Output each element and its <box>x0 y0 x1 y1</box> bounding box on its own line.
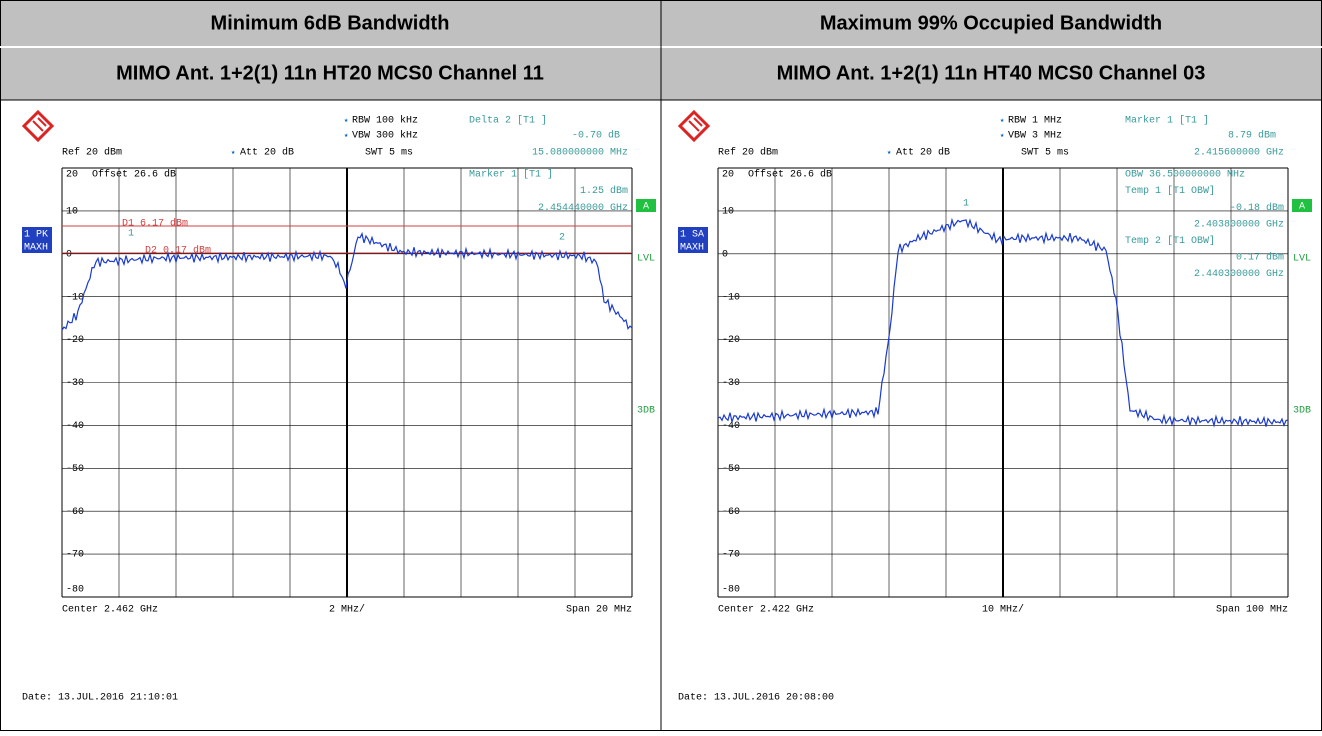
marker-number: 1 <box>963 199 969 210</box>
y-label: -20 <box>722 335 740 346</box>
trace-label: 1 PK <box>24 230 48 241</box>
logo-inner <box>32 117 47 132</box>
marker-info: 1.25 dBm <box>580 185 628 197</box>
trace <box>717 217 1289 428</box>
y-label: -50 <box>722 464 740 475</box>
subheader: MIMO Ant. 1+2(1) 11n HT20 MCS0 Channel 1… <box>116 62 544 84</box>
trace-mode: MAXH <box>680 243 704 254</box>
star: ⋆ <box>230 149 236 160</box>
vbw: VBW 300 kHz <box>352 130 418 142</box>
div: 2 MHz/ <box>329 604 365 616</box>
y-label: 20 <box>66 170 78 181</box>
3db: 3DB <box>1293 406 1311 417</box>
date: Date: 13.JUL.2016 21:10:01 <box>22 693 178 704</box>
trace-box <box>678 227 708 253</box>
span: Span 100 MHz <box>1216 605 1288 616</box>
header: Minimum 6dB Bandwidth <box>211 12 450 34</box>
a-box <box>636 199 656 212</box>
y-label: -30 <box>66 378 84 389</box>
marker-freq: 15.080000000 MHz <box>532 148 628 159</box>
rbw: RBW 100 kHz <box>352 115 418 127</box>
marker-value: 8.79 dBm <box>1228 130 1276 142</box>
a-label: A <box>643 202 649 213</box>
swt: SWT 5 ms <box>1021 148 1069 159</box>
y-label: 0 <box>722 249 728 260</box>
marker-info: Temp 1 [T1 OBW] <box>1125 185 1215 197</box>
star: ⋆ <box>343 117 349 128</box>
date: Date: 13.JUL.2016 20:08:00 <box>678 693 834 704</box>
vbw: VBW 3 MHz <box>1008 131 1062 142</box>
lvl: LVL <box>1293 254 1311 265</box>
y-label: 0 <box>66 249 72 260</box>
att: Att 20 dB <box>240 147 294 159</box>
marker-info: 2.440300000 GHz <box>1194 269 1284 280</box>
att: Att 20 dB <box>896 147 950 159</box>
y-label: -20 <box>66 335 84 346</box>
offset: Offset 26.6 dB <box>748 169 832 181</box>
y-label: -10 <box>66 292 84 303</box>
trace <box>61 231 633 331</box>
ref: Ref 20 dBm <box>718 147 778 159</box>
offset: Offset 26.6 dB <box>92 169 176 181</box>
star: ⋆ <box>886 149 892 160</box>
y-label: -80 <box>66 585 84 596</box>
y-label: -70 <box>66 550 84 561</box>
trace-label: 1 SA <box>680 230 704 241</box>
marker-info: OBW 36.500000000 MHz <box>1125 170 1245 181</box>
marker-head: Delta 2 [T1 ] <box>469 115 547 127</box>
marker-number: 1 <box>128 229 134 240</box>
y-label: 10 <box>66 207 78 218</box>
y-label: -70 <box>722 550 740 561</box>
trace-box <box>22 227 52 253</box>
div: 10 MHz/ <box>982 604 1024 616</box>
marker-info: Marker 1 [T1 ] <box>469 169 553 181</box>
y-label: -60 <box>66 507 84 518</box>
display-line-label: D2 0.17 dBm <box>145 245 211 257</box>
y-label: -30 <box>722 378 740 389</box>
marker-info: 0.17 dBm <box>1236 252 1284 264</box>
y-label: -10 <box>722 292 740 303</box>
y-label: -40 <box>722 421 740 432</box>
header: Maximum 99% Occupied Bandwidth <box>820 12 1162 34</box>
marker-freq: 2.415600000 GHz <box>1194 148 1284 159</box>
rbw: RBW 1 MHz <box>1008 116 1062 127</box>
ref: Ref 20 dBm <box>62 147 122 159</box>
marker-info: Temp 2 [T1 OBW] <box>1125 235 1215 247</box>
y-label: -80 <box>722 585 740 596</box>
marker-info: 2.454440000 GHz <box>538 203 628 214</box>
a-box <box>1292 199 1312 212</box>
marker-head: Marker 1 [T1 ] <box>1125 115 1209 127</box>
y-label: 20 <box>722 170 734 181</box>
center: Center 2.422 GHz <box>718 605 814 616</box>
marker-value: -0.70 dB <box>572 130 620 142</box>
y-label: -60 <box>722 507 740 518</box>
subheader: MIMO Ant. 1+2(1) 11n HT40 MCS0 Channel 0… <box>777 62 1206 84</box>
star: ⋆ <box>343 132 349 143</box>
swt: SWT 5 ms <box>365 148 413 159</box>
y-label: -50 <box>66 464 84 475</box>
3db: 3DB <box>637 406 655 417</box>
star: ⋆ <box>999 117 1005 128</box>
y-label: -40 <box>66 421 84 432</box>
marker-info: -0.18 dBm <box>1230 202 1284 214</box>
display-line-label: D1 6.17 dBm <box>122 218 188 230</box>
lvl: LVL <box>637 254 655 265</box>
center: Center 2.462 GHz <box>62 605 158 616</box>
star: ⋆ <box>999 132 1005 143</box>
y-label: 10 <box>722 207 734 218</box>
logo-inner <box>688 117 703 132</box>
trace-mode: MAXH <box>24 243 48 254</box>
marker-number: 2 <box>559 233 565 244</box>
a-label: A <box>1299 202 1305 213</box>
marker-info: 2.403800000 GHz <box>1194 219 1284 230</box>
span: Span 20 MHz <box>566 605 632 616</box>
